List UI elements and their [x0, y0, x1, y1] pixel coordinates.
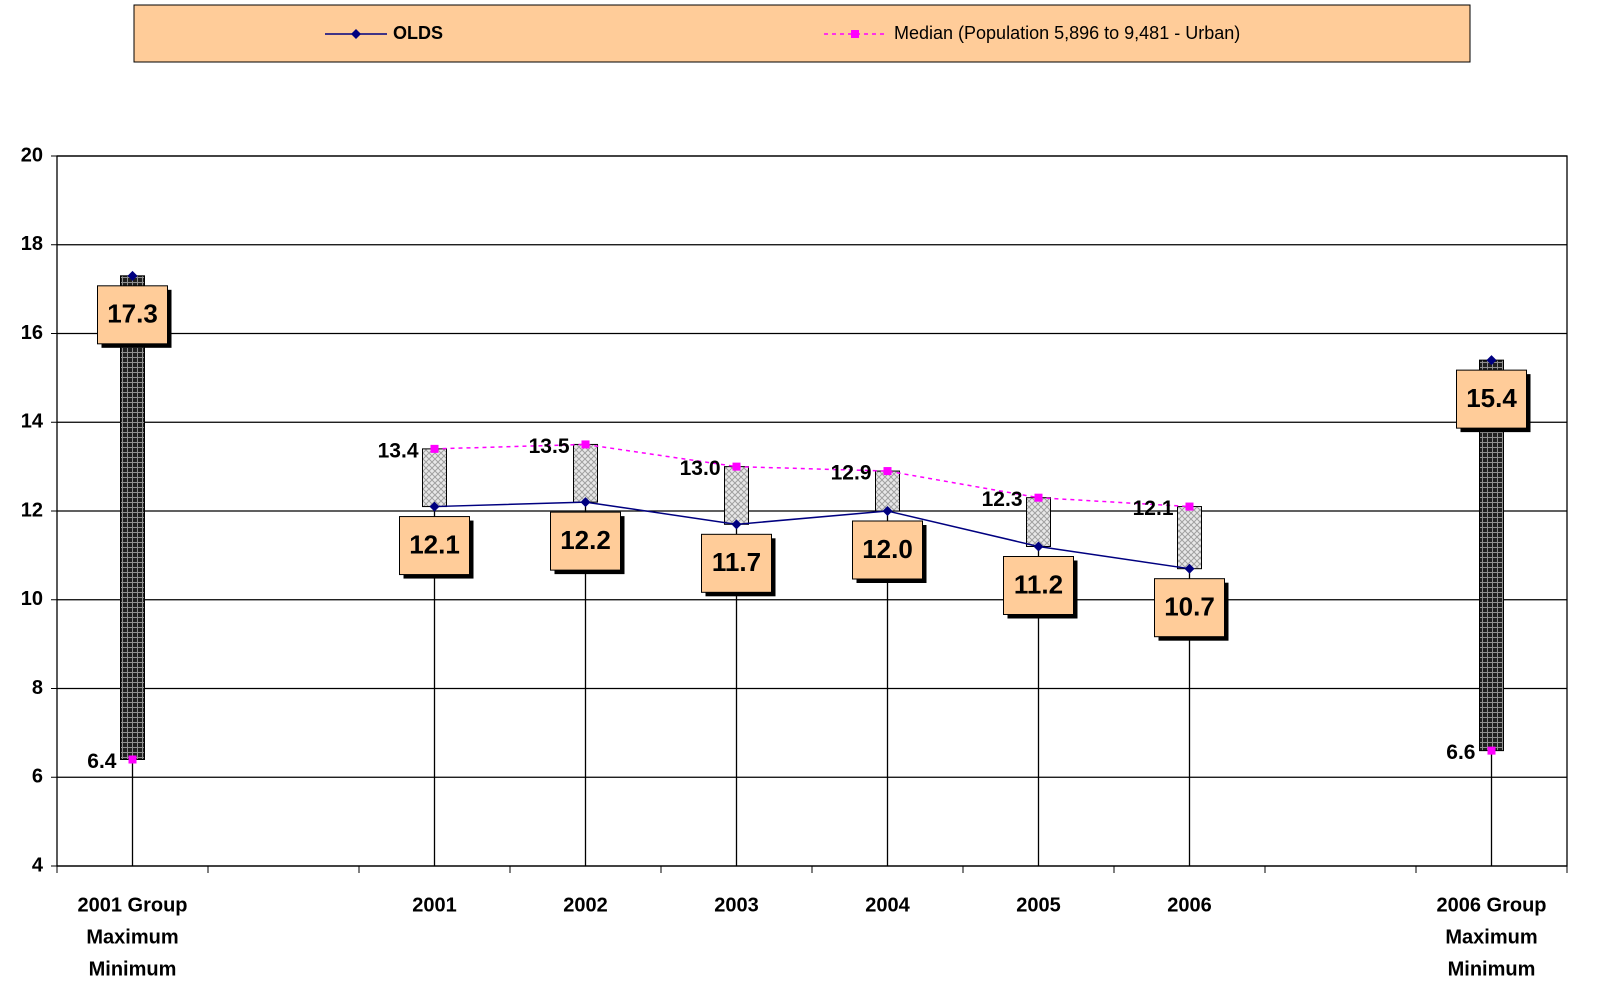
marker	[883, 467, 892, 476]
y-tick-label: 6	[32, 766, 43, 788]
up-bar	[875, 470, 900, 512]
label-box	[399, 516, 470, 576]
marker	[580, 497, 591, 508]
label-box	[550, 511, 621, 571]
marker	[128, 755, 137, 764]
data-label: 12.0	[862, 534, 913, 564]
up-bar	[573, 443, 598, 503]
data-label: 13.5	[529, 435, 570, 458]
label-box	[1456, 369, 1527, 429]
x-tick-label: 2004	[865, 894, 910, 916]
data-label: 12.1	[409, 529, 460, 559]
marker	[1185, 502, 1194, 511]
marker	[731, 519, 742, 530]
series-line	[434, 501, 1190, 570]
label-box	[97, 285, 168, 345]
legend-label: Median (Population 5,896 to 9,481 - Urba…	[894, 23, 1240, 43]
x-tick-label: 2006 Group	[1436, 894, 1546, 916]
series-line	[434, 443, 1190, 508]
y-tick-label: 16	[21, 322, 43, 344]
data-label: 17.3	[107, 299, 158, 329]
x-tick-label: 2003	[714, 894, 759, 916]
up-bar	[422, 448, 447, 508]
marker	[127, 270, 138, 281]
x-tick-label: 2002	[563, 894, 608, 916]
x-tick-label: Maximum	[86, 926, 178, 948]
y-tick-label: 14	[21, 411, 44, 433]
data-label: 13.4	[378, 439, 419, 462]
x-tick-label: 2005	[1016, 894, 1061, 916]
up-bar	[724, 466, 749, 525]
x-tick-label: Minimum	[89, 958, 177, 980]
x-tick-label: Minimum	[1448, 958, 1536, 980]
data-label: 15.4	[1466, 383, 1517, 413]
x-tick-label: Maximum	[1445, 926, 1537, 948]
legend-marker	[351, 29, 361, 39]
marker	[1486, 355, 1497, 366]
marker	[430, 444, 439, 453]
x-tick-label: 2001	[412, 894, 457, 916]
marker	[1487, 746, 1496, 755]
down-bar	[120, 275, 145, 760]
legend-label: OLDS	[393, 23, 443, 43]
y-tick-label: 10	[21, 588, 43, 610]
x-tick-label: 2006	[1167, 894, 1212, 916]
marker	[1034, 493, 1043, 502]
label-box	[1003, 556, 1074, 615]
data-label: 11.2	[1014, 569, 1063, 599]
data-label: 11.7	[712, 547, 761, 577]
data-label: 12.3	[982, 488, 1023, 511]
data-label: 6.4	[87, 750, 117, 773]
label-box	[1154, 578, 1225, 638]
data-label: 12.1	[1133, 497, 1174, 520]
up-bar	[1177, 506, 1202, 570]
y-tick-label: 20	[21, 144, 43, 166]
x-tick-label: 2001 Group	[77, 894, 187, 916]
marker	[1184, 563, 1195, 574]
data-label: 13.0	[680, 457, 721, 480]
marker	[429, 501, 440, 512]
data-label: 12.9	[831, 462, 872, 485]
marker	[732, 462, 741, 471]
marker	[882, 506, 893, 516]
marker	[1033, 541, 1044, 552]
y-tick-label: 8	[32, 677, 43, 699]
y-tick-label: 18	[21, 233, 43, 255]
legend-marker	[851, 30, 859, 38]
marker	[581, 440, 590, 449]
y-tick-label: 4	[32, 854, 44, 876]
y-tick-label: 12	[21, 499, 43, 521]
data-label: 10.7	[1164, 592, 1215, 622]
data-label: 6.6	[1446, 741, 1475, 764]
label-box	[701, 533, 772, 593]
data-label: 12.2	[560, 525, 611, 555]
label-box	[852, 520, 923, 580]
up-bar	[1026, 497, 1051, 547]
